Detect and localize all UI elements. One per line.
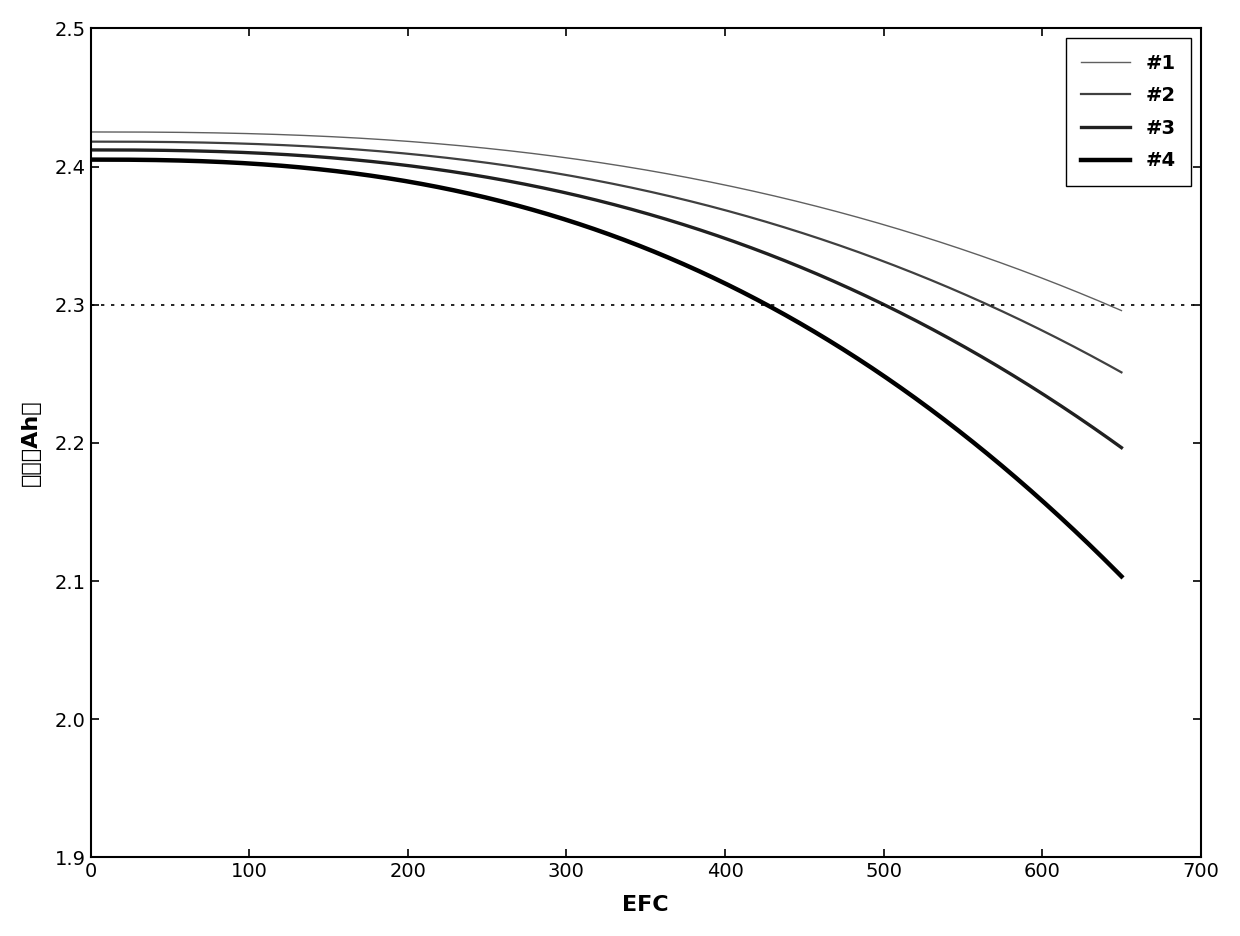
X-axis label: EFC: EFC — [622, 895, 670, 915]
#3 — [1114, 442, 1128, 453]
#1 — [584, 155, 599, 167]
#3 — [1084, 420, 1099, 431]
#3 — [584, 194, 599, 205]
Line: #3: #3 — [91, 150, 1121, 447]
Y-axis label: 容量（Ah）: 容量（Ah） — [21, 400, 41, 486]
#2 — [1084, 350, 1099, 361]
Line: #2: #2 — [91, 141, 1121, 373]
Legend: #1, #2, #3, #4: #1, #2, #3, #4 — [1065, 38, 1190, 186]
#1 — [895, 225, 910, 236]
#4 — [1114, 571, 1128, 582]
#1 — [83, 126, 98, 138]
#2 — [136, 136, 151, 147]
#4 — [895, 383, 910, 394]
Line: #4: #4 — [91, 160, 1121, 577]
#1 — [1084, 292, 1099, 303]
#2 — [584, 174, 599, 185]
#4 — [584, 223, 599, 234]
#3 — [1084, 421, 1099, 432]
#1 — [136, 126, 151, 138]
#2 — [1084, 350, 1099, 361]
#3 — [557, 187, 572, 198]
#3 — [83, 144, 98, 155]
#3 — [895, 308, 910, 319]
#4 — [1084, 541, 1099, 552]
#3 — [136, 144, 151, 155]
#2 — [895, 263, 910, 274]
#4 — [136, 154, 151, 166]
#2 — [557, 169, 572, 181]
Line: #1: #1 — [91, 132, 1121, 311]
#2 — [83, 136, 98, 147]
#4 — [557, 213, 572, 225]
#1 — [1084, 292, 1099, 303]
#4 — [83, 154, 98, 166]
#2 — [1114, 367, 1128, 378]
#1 — [1114, 305, 1128, 316]
#1 — [557, 152, 572, 163]
#4 — [1084, 541, 1099, 552]
